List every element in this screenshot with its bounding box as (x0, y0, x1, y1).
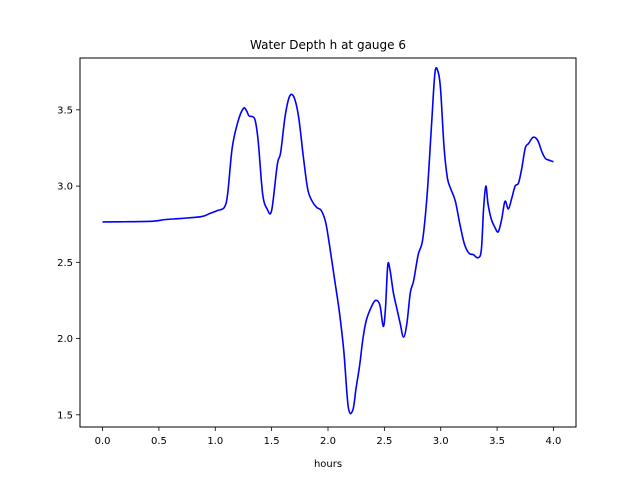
y-axis-ticks: 1.5 2.0 2.5 3.0 3.5 (57, 105, 80, 421)
x-tick-label: 3.5 (489, 436, 505, 447)
y-tick-label: 2.5 (57, 258, 73, 269)
series-line-0 (102, 66, 554, 415)
series-layer (102, 66, 554, 415)
y-tick-label: 2.0 (57, 334, 73, 345)
x-axis-ticks: 0.0 0.5 1.0 1.5 2.0 2.5 3.0 3.5 4.0 (95, 427, 562, 447)
x-tick-label: 0.0 (95, 436, 111, 447)
x-axis-label: hours (314, 459, 342, 470)
x-tick-label: 2.0 (320, 436, 336, 447)
x-tick-label: 4.0 (546, 436, 562, 447)
x-tick-label: 2.5 (376, 436, 392, 447)
chart-title: Water Depth h at gauge 6 (250, 38, 406, 52)
x-tick-label: 3.0 (433, 436, 449, 447)
x-tick-label: 1.0 (207, 436, 223, 447)
y-tick-label: 1.5 (57, 410, 73, 421)
y-tick-label: 3.0 (57, 182, 73, 193)
y-tick-label: 3.5 (57, 105, 73, 116)
x-tick-label: 1.5 (264, 436, 280, 447)
x-tick-label: 0.5 (151, 436, 167, 447)
